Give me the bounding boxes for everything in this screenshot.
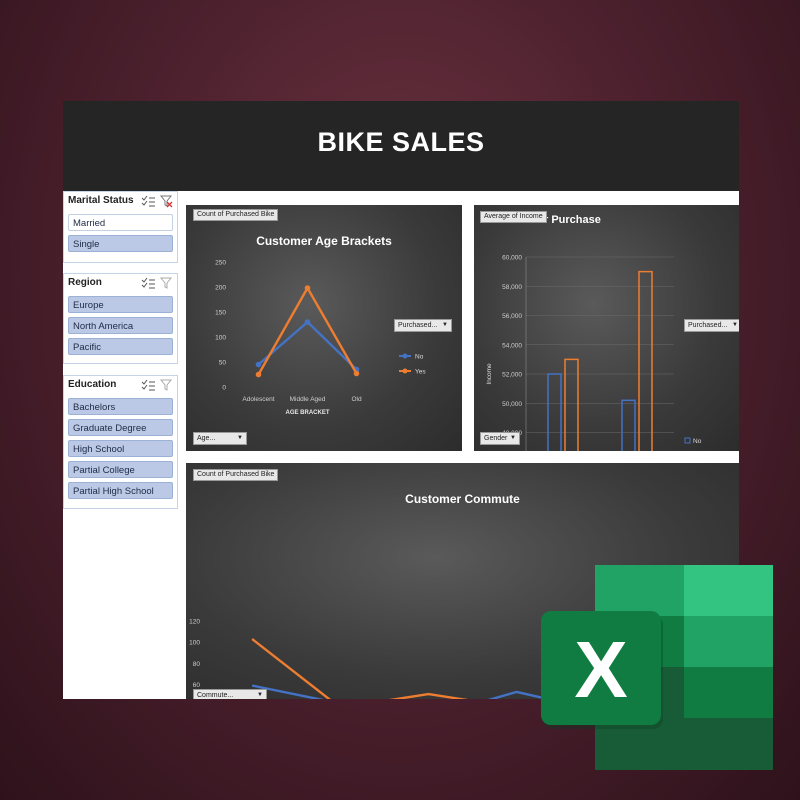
field-button-count-purchased[interactable]: Count of Purchased Bike [193, 209, 279, 221]
x-tick-label: Middle Aged [290, 396, 326, 403]
y-tick-label: 60 [193, 682, 201, 689]
chart-title: Customer Age Brackets [256, 234, 392, 248]
data-point-yes [304, 285, 311, 291]
slicer-marital-status: Marital Status Married Single [63, 191, 178, 263]
legend-label-no: No [415, 354, 424, 361]
y-tick-label: 120 [189, 619, 200, 626]
data-point-yes [353, 370, 360, 377]
bar-no [621, 399, 636, 451]
x-tick-label: Adolescent [242, 396, 274, 403]
multi-select-icon[interactable] [141, 277, 155, 289]
axis-filter-commute[interactable]: Commute... ▼ [193, 689, 267, 699]
y-tick-label: 56,000 [502, 313, 522, 320]
slicer-item[interactable]: Pacific [68, 338, 173, 355]
slicer-item[interactable]: Bachelors [68, 398, 173, 415]
slicer-title: Marital Status [68, 195, 134, 206]
y-tick-label: 0 [222, 385, 226, 392]
y-tick-label: 80 [193, 661, 201, 668]
slicer-education: Education Bachelors Graduate Degree High S… [63, 375, 178, 509]
legend-label-no: No [693, 438, 702, 445]
slicer-header: Education [64, 376, 177, 396]
data-point-yes [255, 371, 262, 378]
legend-filter-label: Purchased... [688, 322, 728, 329]
slicer-item[interactable]: High School [68, 440, 173, 457]
slicer-item[interactable]: Single [68, 235, 173, 252]
x-axis-title: AGE BRACKET [285, 410, 329, 416]
multi-select-icon[interactable] [141, 195, 155, 207]
y-tick-label: 250 [215, 260, 226, 267]
dropdown-arrow-icon: ▼ [732, 322, 738, 328]
dropdown-arrow-icon: ▼ [257, 692, 263, 698]
bar-yes [564, 358, 579, 451]
axis-filter-gender[interactable]: Gender ▼ [480, 432, 520, 445]
y-tick-label: 60,000 [502, 255, 522, 262]
x-tick-label: Old [351, 396, 362, 403]
legend-filter-label: Purchased... [398, 322, 438, 329]
series-line-yes [257, 286, 358, 376]
field-button-average-income[interactable]: Average of Income [480, 211, 547, 223]
chart-title: r Purchase [544, 214, 601, 226]
legend-filter-purchased[interactable]: Purchased... ▼ [684, 319, 739, 332]
legend-filter-purchased[interactable]: Purchased... ▼ [394, 319, 452, 332]
y-tick-label: 54,000 [502, 342, 522, 349]
axis-filter-label: Commute... [197, 692, 234, 699]
slicer-item[interactable]: Partial College [68, 461, 173, 478]
y-tick-label: 200 [215, 285, 226, 292]
clear-filter-icon[interactable] [159, 195, 173, 208]
slicer-item[interactable]: Graduate Degree [68, 419, 173, 436]
legend-label-yes: Yes [415, 369, 426, 376]
legend-marker-no [684, 437, 691, 444]
y-tick-label: 50 [219, 360, 227, 367]
y-axis-title: Income [486, 363, 493, 385]
data-point-no [304, 319, 311, 325]
age-chart-plot: 0 50 100 150 200 250 Adolescent Middle Aged Old A… [215, 260, 426, 417]
slicer-header: Region [64, 274, 177, 294]
dashboard-title: BIKE SALES [317, 127, 485, 157]
clear-filter-icon[interactable] [159, 277, 173, 289]
dropdown-arrow-icon: ▼ [442, 322, 448, 328]
y-tick-label: 100 [189, 640, 200, 647]
multi-select-icon[interactable] [141, 379, 155, 391]
y-tick-label: 58,000 [502, 284, 522, 291]
slicer-item[interactable]: Europe [68, 296, 173, 313]
data-point-no [255, 361, 262, 368]
slicer-item[interactable]: Partial High School [68, 482, 173, 499]
age-brackets-chart[interactable]: Count of Purchased Bike Customer Age Bra… [186, 205, 462, 451]
dashboard-sheet: BIKE SALES Marital Status Married Single … [63, 101, 739, 699]
bar-yes [638, 270, 653, 451]
slicer-title: Education [68, 379, 117, 390]
field-button-count-purchased[interactable]: Count of Purchased Bike [193, 469, 279, 481]
slicer-item[interactable]: North America [68, 317, 173, 334]
axis-filter-label: Gender [484, 435, 508, 442]
income-purchase-chart[interactable]: r Purchase Average of Income 44,00046,00… [474, 205, 739, 451]
axis-filter-age[interactable]: Age... ▼ [193, 432, 247, 445]
excel-logo-letter: X [574, 625, 627, 714]
legend-marker-yes [402, 368, 408, 374]
slicer-title: Region [68, 277, 102, 288]
clear-filter-icon[interactable] [159, 379, 173, 391]
chart-title: Customer Commute [405, 492, 520, 506]
y-tick-label: 100 [215, 335, 226, 342]
dashboard-banner: BIKE SALES [63, 101, 739, 191]
income-chart-plot: 44,00046,00048,00050,00052,00054,00056,0… [486, 255, 702, 451]
y-tick-label: 52,000 [502, 372, 522, 379]
series-line-yes [251, 638, 469, 699]
y-tick-label: 50,000 [502, 401, 522, 408]
slicer-header: Marital Status [64, 192, 177, 212]
dropdown-arrow-icon: ▼ [237, 435, 243, 441]
bar-no [547, 373, 562, 451]
slicer-region: Region Europe North America Pacific [63, 273, 178, 364]
axis-filter-label: Age... [197, 435, 216, 442]
legend-marker-no [402, 353, 408, 359]
dropdown-arrow-icon: ▼ [510, 435, 516, 441]
slicer-item[interactable]: Married [68, 214, 173, 231]
excel-logo-icon: X [541, 565, 773, 770]
y-tick-label: 150 [215, 310, 226, 317]
